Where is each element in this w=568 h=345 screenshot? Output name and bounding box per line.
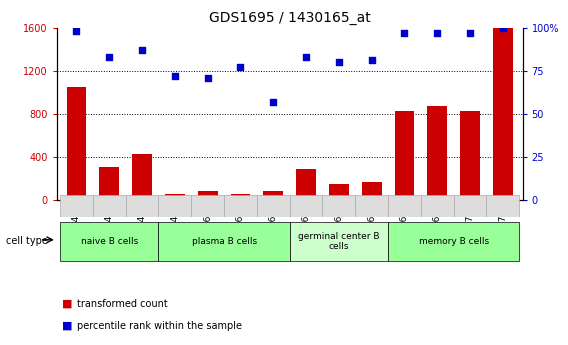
Point [203,75,212,80]
Point [367,58,376,63]
Point [302,54,311,60]
FancyBboxPatch shape [126,195,158,217]
Bar [231,194,250,200]
Bar [329,184,349,200]
Bar [66,87,86,200]
Point [400,30,409,36]
Text: transformed count: transformed count [77,299,168,308]
Text: cell type: cell type [6,237,48,246]
Text: ■: ■ [62,321,73,331]
Point [335,59,344,65]
Text: memory B cells: memory B cells [419,237,488,246]
Bar [99,167,119,200]
Point [269,99,278,105]
Point [105,54,114,60]
FancyBboxPatch shape [60,195,93,217]
FancyBboxPatch shape [355,195,388,217]
FancyBboxPatch shape [93,195,126,217]
FancyBboxPatch shape [191,195,224,217]
FancyBboxPatch shape [323,195,355,217]
Point [236,65,245,70]
Point [72,28,81,34]
FancyBboxPatch shape [224,195,257,217]
Text: germinal center B
cells: germinal center B cells [298,232,379,251]
Bar [132,154,152,200]
FancyBboxPatch shape [290,221,388,262]
Point [137,47,147,53]
Point [466,30,475,36]
Text: percentile rank within the sample: percentile rank within the sample [77,321,241,331]
Bar [362,182,382,200]
Point [433,30,442,36]
Bar [395,111,414,200]
FancyBboxPatch shape [158,195,191,217]
FancyBboxPatch shape [60,221,158,262]
Bar [165,194,185,200]
FancyBboxPatch shape [388,221,519,262]
Bar [198,191,218,200]
Bar [296,169,316,200]
FancyBboxPatch shape [421,195,454,217]
FancyBboxPatch shape [486,195,519,217]
Text: plasma B cells: plasma B cells [191,237,257,246]
FancyBboxPatch shape [454,195,486,217]
FancyBboxPatch shape [290,195,323,217]
Point [498,25,507,30]
Bar [493,28,513,200]
FancyBboxPatch shape [388,195,421,217]
Bar [460,111,480,200]
Text: naive B cells: naive B cells [81,237,138,246]
Title: GDS1695 / 1430165_at: GDS1695 / 1430165_at [209,11,370,25]
Bar [264,191,283,200]
Point [170,73,179,79]
Text: ■: ■ [62,299,73,308]
FancyBboxPatch shape [158,221,290,262]
Bar [428,106,447,200]
FancyBboxPatch shape [257,195,290,217]
